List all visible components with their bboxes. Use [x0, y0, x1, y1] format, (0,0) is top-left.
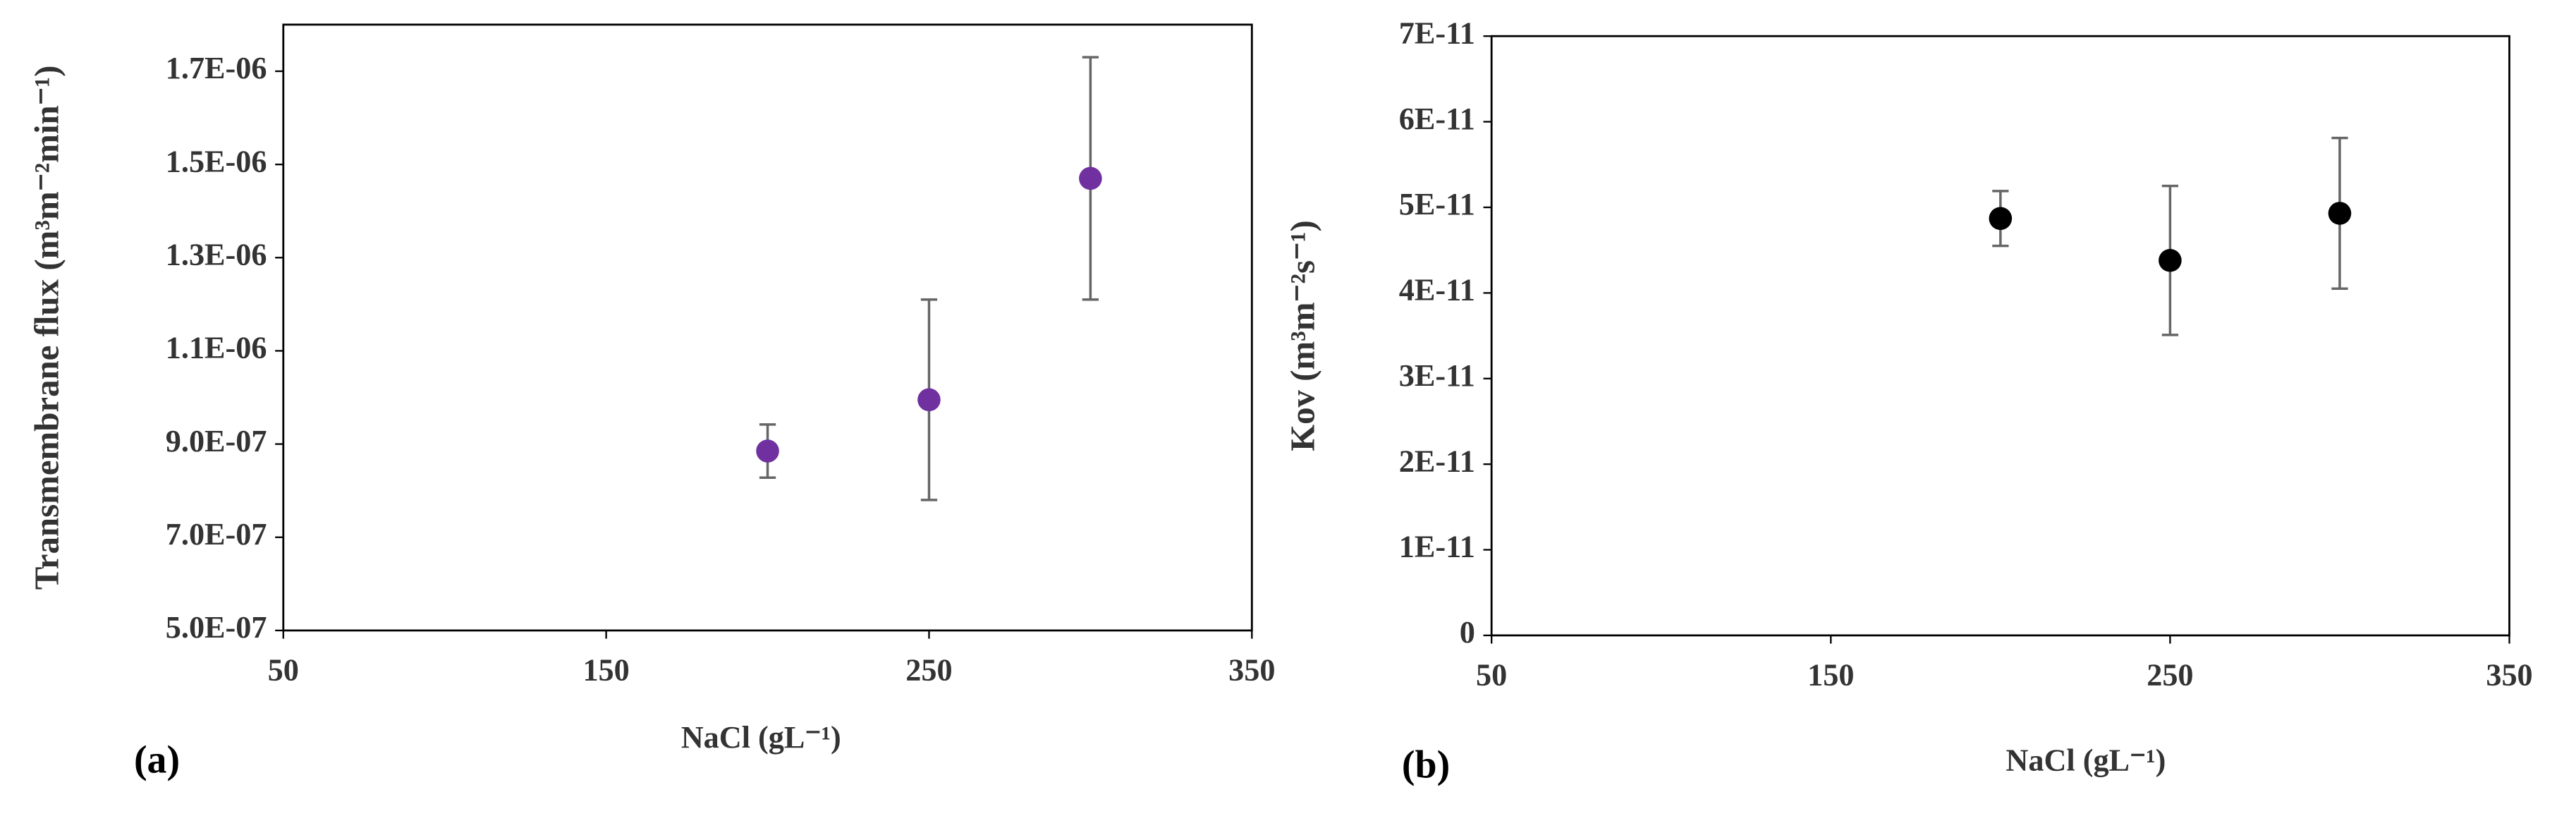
y-tick-label: 7.0E-07: [166, 517, 267, 552]
point: [2328, 202, 2352, 225]
x-tick-label: 250: [905, 653, 952, 688]
point: [1989, 207, 2013, 231]
point: [917, 388, 941, 412]
point: [1079, 166, 1102, 190]
y-axis-label: Transmembrane flux (m³m⁻²min⁻¹): [27, 66, 66, 590]
y-tick-label: 3E-11: [1399, 358, 1475, 393]
y-tick-label: 5.0E-07: [166, 610, 267, 645]
x-tick-label: 50: [268, 653, 299, 688]
x-tick-label: 350: [1228, 653, 1275, 688]
y-tick-label: 1.1E-06: [166, 331, 267, 365]
point: [2159, 248, 2182, 272]
y-tick-label: 9.0E-07: [166, 424, 267, 458]
y-tick-label: 2E-11: [1399, 444, 1475, 478]
y-tick-label: 7E-11: [1399, 16, 1475, 50]
x-axis-label: NaCl (gL⁻¹): [2006, 743, 2166, 778]
plot-frame: [282, 23, 1253, 632]
y-tick-label: 1E-11: [1399, 530, 1475, 564]
y-tick-label: 6E-11: [1399, 102, 1475, 136]
plot-frame: [1490, 35, 2510, 637]
x-tick-label: 350: [2486, 658, 2532, 693]
y-axis-label: Kov (m³m⁻²s⁻¹): [1283, 220, 1321, 451]
x-tick-label: 150: [582, 653, 629, 688]
x-tick-label: 150: [1807, 658, 1854, 693]
y-tick-label: 1.3E-06: [166, 237, 267, 272]
y-tick-label: 1.5E-06: [166, 144, 267, 178]
y-tick-label: 5E-11: [1399, 187, 1475, 221]
y-tick-label: 4E-11: [1399, 273, 1475, 307]
panel-label: (a): [134, 738, 180, 781]
panel-label: (b): [1402, 743, 1450, 786]
y-tick-label: 0: [1460, 615, 1475, 650]
x-tick-label: 50: [1476, 658, 1507, 693]
x-axis-label: NaCl (gL⁻¹): [681, 720, 841, 755]
y-tick-label: 1.7E-06: [166, 51, 267, 85]
x-tick-label: 250: [2147, 658, 2193, 693]
point: [756, 439, 779, 463]
